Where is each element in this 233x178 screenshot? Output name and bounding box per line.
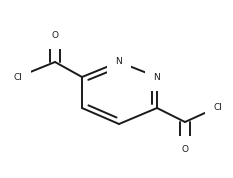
Text: N: N [154,72,160,82]
Text: Cl: Cl [214,103,223,111]
Text: N: N [116,57,122,67]
Text: Cl: Cl [14,72,22,82]
Text: O: O [51,30,58,40]
Text: O: O [182,145,188,155]
